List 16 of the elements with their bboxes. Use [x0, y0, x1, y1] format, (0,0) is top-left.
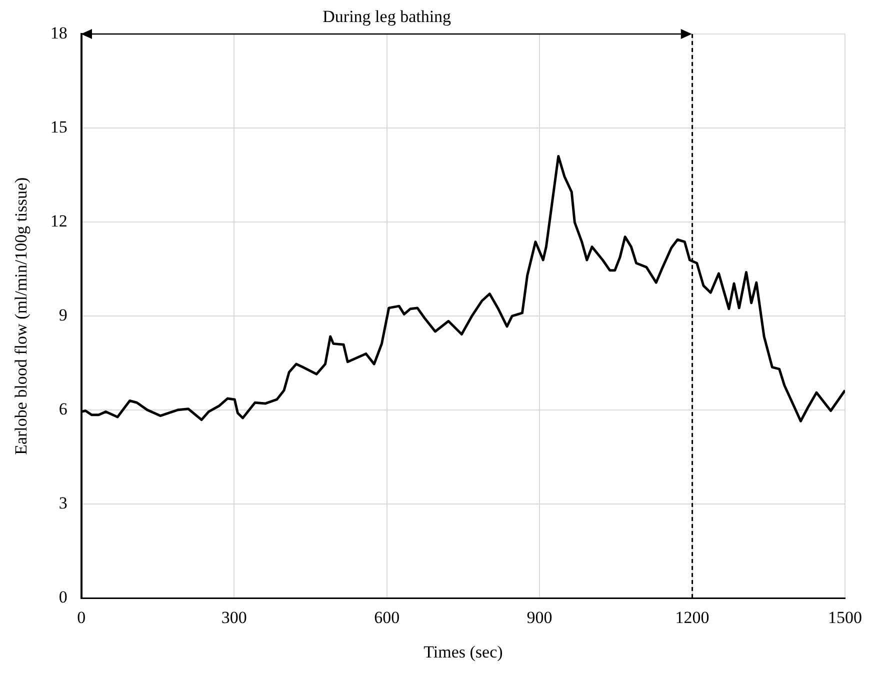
x-axis-title: Times (sec) — [424, 642, 503, 662]
x-tick-label: 0 — [77, 608, 86, 627]
y-tick-label: 18 — [50, 23, 68, 42]
y-tick-label: 9 — [58, 306, 68, 325]
y-tick-label: 6 — [58, 400, 68, 419]
y-tick-label: 0 — [58, 588, 68, 607]
y-axis-title: Earlobe blood flow (ml/min/100g tissue) — [12, 177, 31, 455]
text: During leg bathing — [322, 6, 452, 26]
y-tick-label: 15 — [50, 118, 68, 136]
y-tick-label: 3 — [58, 494, 68, 513]
x-tick-label: 300 — [221, 608, 247, 627]
x-tick-label: 900 — [526, 608, 552, 627]
y-tick-label: 12 — [50, 212, 68, 231]
x-tick-label: 600 — [374, 608, 400, 627]
x-tick-label: 1500 — [828, 608, 862, 627]
x-tick-label: 1200 — [675, 608, 710, 627]
